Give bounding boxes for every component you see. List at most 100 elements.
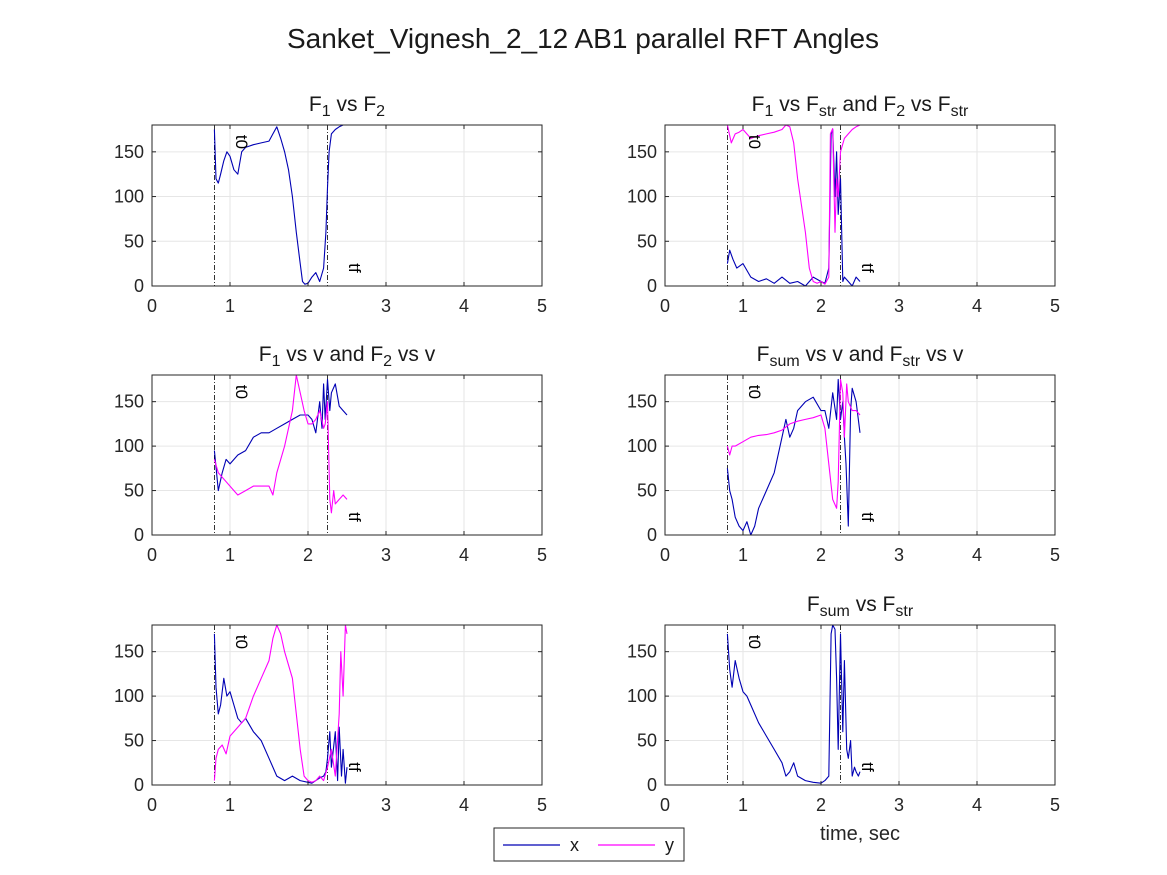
axes-box	[151, 374, 543, 536]
plot-area	[152, 125, 542, 286]
data-layer	[726, 125, 861, 286]
title-subscript: str	[819, 103, 837, 120]
x-tick-label: 1	[225, 296, 235, 316]
title-text: vs v and F	[280, 343, 383, 366]
x-tick-label: 3	[894, 795, 904, 815]
x-tick-label: 5	[1050, 296, 1060, 316]
y-tick-label: 0	[134, 276, 144, 296]
title-subscript: 1	[764, 103, 773, 120]
plot-area	[152, 625, 542, 785]
y-tick-label: 0	[134, 775, 144, 795]
x-tick-label: 2	[303, 795, 313, 815]
series-line-y	[726, 378, 861, 509]
title-text: vs F	[850, 593, 896, 616]
y-tick-label: 50	[637, 731, 657, 751]
x-tick-label: 1	[225, 795, 235, 815]
data-layer	[213, 625, 348, 785]
plot-area	[665, 625, 1055, 785]
plot-area	[152, 375, 542, 535]
x-tick-label: 2	[816, 545, 826, 565]
x-tick-label: 2	[816, 296, 826, 316]
legend-label-y: y	[665, 835, 674, 855]
title-text: and F	[837, 93, 897, 116]
x-tick-label: 4	[459, 795, 469, 815]
x-tick-label: 5	[537, 296, 547, 316]
series-line-y	[726, 125, 861, 285]
x-tick-label: 1	[738, 296, 748, 316]
title-text: vs F	[905, 93, 951, 116]
x-tick-label: 0	[660, 545, 670, 565]
y-tick-label: 100	[114, 686, 144, 706]
marker-label-tf: tf	[858, 762, 877, 772]
x-tick-label: 1	[738, 795, 748, 815]
title-text: vs v	[392, 343, 436, 366]
title-text: F	[259, 343, 272, 366]
series-line-x	[213, 378, 348, 492]
marker-label-t0: t0	[745, 135, 764, 149]
axes-box	[151, 124, 543, 287]
subplot-title: F1 vs v and F2 vs v	[259, 343, 436, 370]
x-tick-label: 3	[381, 296, 391, 316]
x-tick-label: 3	[381, 795, 391, 815]
subplot-title: F1 vs Fstr and F2 vs Fstr	[752, 93, 969, 120]
y-tick-label: 100	[627, 187, 657, 207]
x-tick-label: 0	[147, 296, 157, 316]
data-layer	[726, 375, 861, 535]
y-tick-label: 100	[627, 686, 657, 706]
x-tick-label: 3	[894, 296, 904, 316]
y-tick-label: 0	[647, 525, 657, 545]
x-tick-label: 1	[225, 545, 235, 565]
x-tick-label: 3	[894, 545, 904, 565]
title-text: F	[309, 93, 322, 116]
x-tick-label: 3	[381, 545, 391, 565]
title-text: vs v	[920, 343, 964, 366]
axes-box	[151, 624, 543, 786]
title-subscript: 2	[896, 103, 905, 120]
x-tick-label: 4	[459, 545, 469, 565]
title-subscript: 1	[272, 353, 281, 370]
marker-label-tf: tf	[345, 263, 364, 273]
marker-label-tf: tf	[858, 512, 877, 522]
title-subscript: str	[902, 353, 920, 370]
title-text: vs F	[331, 93, 377, 116]
plot-area	[665, 375, 1055, 535]
y-tick-label: 150	[627, 392, 657, 412]
series-line-y	[213, 375, 348, 514]
title-subscript: sum	[769, 353, 799, 370]
y-tick-label: 50	[637, 231, 657, 251]
x-tick-label: 5	[1050, 795, 1060, 815]
marker-label-t0: t0	[232, 385, 251, 399]
title-text: vs v and F	[800, 343, 903, 366]
marker-label-tf: tf	[345, 762, 364, 772]
y-tick-label: 150	[627, 142, 657, 162]
series-line-x	[213, 125, 347, 285]
data-layer	[213, 125, 347, 286]
y-tick-label: 150	[114, 142, 144, 162]
marker-label-t0: t0	[232, 135, 251, 149]
y-tick-label: 0	[134, 525, 144, 545]
x-axis-label: time, sec	[820, 823, 900, 845]
y-tick-label: 100	[114, 187, 144, 207]
y-tick-label: 100	[114, 436, 144, 456]
x-tick-label: 0	[147, 795, 157, 815]
x-tick-label: 1	[738, 545, 748, 565]
y-tick-label: 150	[627, 642, 657, 662]
x-tick-label: 4	[972, 296, 982, 316]
y-tick-label: 50	[124, 731, 144, 751]
x-tick-label: 2	[303, 296, 313, 316]
x-tick-label: 0	[660, 795, 670, 815]
x-tick-label: 2	[303, 545, 313, 565]
x-tick-label: 5	[537, 795, 547, 815]
axes-box	[664, 374, 1056, 536]
x-tick-label: 0	[660, 296, 670, 316]
plot-area	[665, 125, 1055, 286]
y-tick-label: 0	[647, 775, 657, 795]
x-tick-label: 5	[1050, 545, 1060, 565]
y-tick-label: 50	[124, 231, 144, 251]
